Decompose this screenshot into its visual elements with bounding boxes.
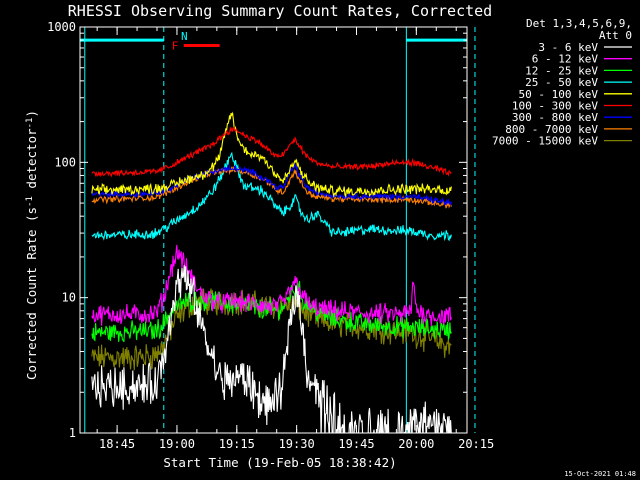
x-axis-label: Start Time (19-Feb-05 18:38:42) (163, 455, 396, 470)
y-axis-ticks: 1 10 100 1000 (47, 20, 467, 440)
legend-entry-label: 7000 - 15000 keV (492, 135, 598, 148)
y-tick-label: 1 (69, 426, 76, 440)
y-tick-label: 100 (54, 155, 76, 169)
series-line (91, 244, 452, 327)
legend-entry-label: 25 - 50 keV (525, 76, 598, 89)
legend-entry-label: 50 - 100 keV (519, 88, 599, 101)
series-line (91, 126, 452, 178)
y-tick-label: 10 (62, 291, 76, 305)
x-tick-label: 19:15 (219, 437, 255, 451)
legend-header: Det 1,3,4,5,6,9,Att 0 (526, 17, 632, 42)
series-line (91, 111, 452, 199)
x-tick-label: 19:00 (159, 437, 195, 451)
series-line (91, 265, 452, 433)
x-tick-label: 18:45 (99, 437, 135, 451)
series-line (91, 151, 452, 242)
legend-entry-label: 800 - 7000 keV (505, 123, 598, 136)
legend-entry-label: 300 - 800 keV (512, 111, 598, 124)
plot-frame (79, 26, 468, 434)
legend-entry-label: 3 - 6 keV (538, 41, 598, 54)
chart-title: RHESSI Observing Summary Count Rates, Co… (68, 2, 492, 20)
annotations: FN (80, 27, 476, 433)
x-tick-label: 19:30 (279, 437, 315, 451)
legend-header-line: Att 0 (599, 29, 632, 42)
x-axis-ticks: 18:45 19:00 19:15 19:30 19:45 20:00 20:15 (96, 27, 494, 451)
x-tick-label: 20:15 (458, 437, 494, 451)
saa-flag-label: N (181, 30, 188, 43)
legend-entry-label: 100 - 300 keV (512, 100, 598, 113)
footer-timestamp: 15-Oct-2021 01:48 (564, 470, 636, 478)
series-layer (91, 111, 452, 433)
x-tick-label: 20:00 (398, 437, 434, 451)
legend-entry-label: 12 - 25 keV (525, 64, 598, 77)
flare-flag-label: F (172, 39, 179, 52)
legend-header-line: Det 1,3,4,5,6,9, (526, 17, 632, 30)
y-axis-label: Corrected Count Rate (s-1 detector-1) (24, 110, 39, 380)
y-tick-label: 1000 (47, 20, 76, 34)
x-tick-label: 19:45 (338, 437, 374, 451)
legend-entry-label: 6 - 12 keV (532, 53, 599, 66)
